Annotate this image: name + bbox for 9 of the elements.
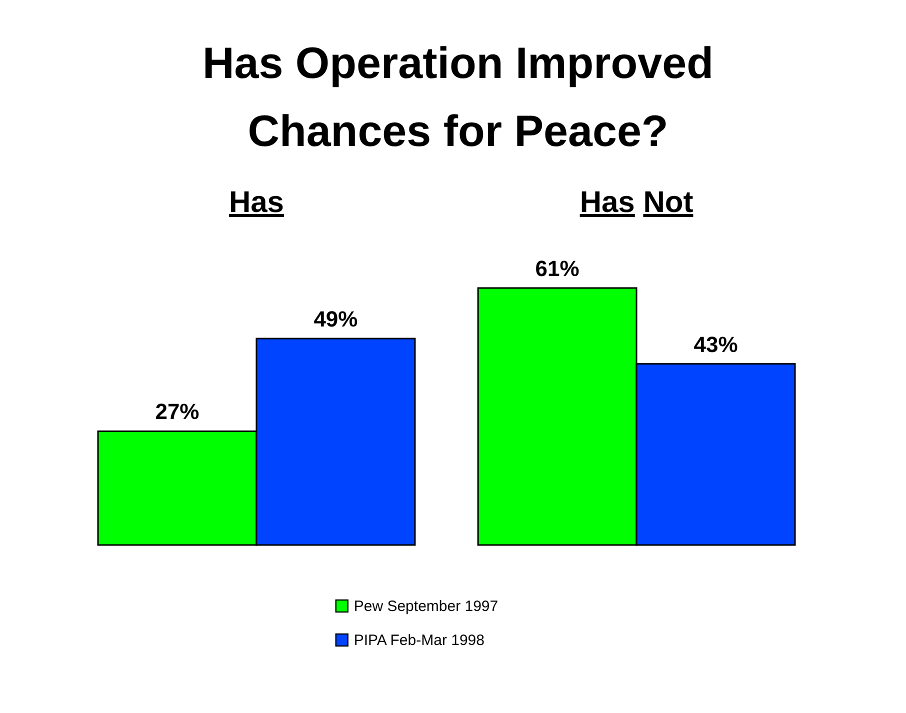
legend-label: PIPA Feb-Mar 1998	[354, 632, 484, 649]
x-tick-label: Has	[228, 186, 284, 219]
legend-label: Pew September 1997	[354, 598, 498, 615]
chart-title: Has Operation Improved Chances for Peace?	[202, 39, 714, 156]
data-label: 49%	[314, 306, 358, 332]
data-label: 27%	[155, 399, 200, 424]
data-label: 43%	[694, 332, 738, 357]
x-tick-label: Has Not	[580, 186, 694, 219]
data-label: 61%	[535, 256, 580, 281]
